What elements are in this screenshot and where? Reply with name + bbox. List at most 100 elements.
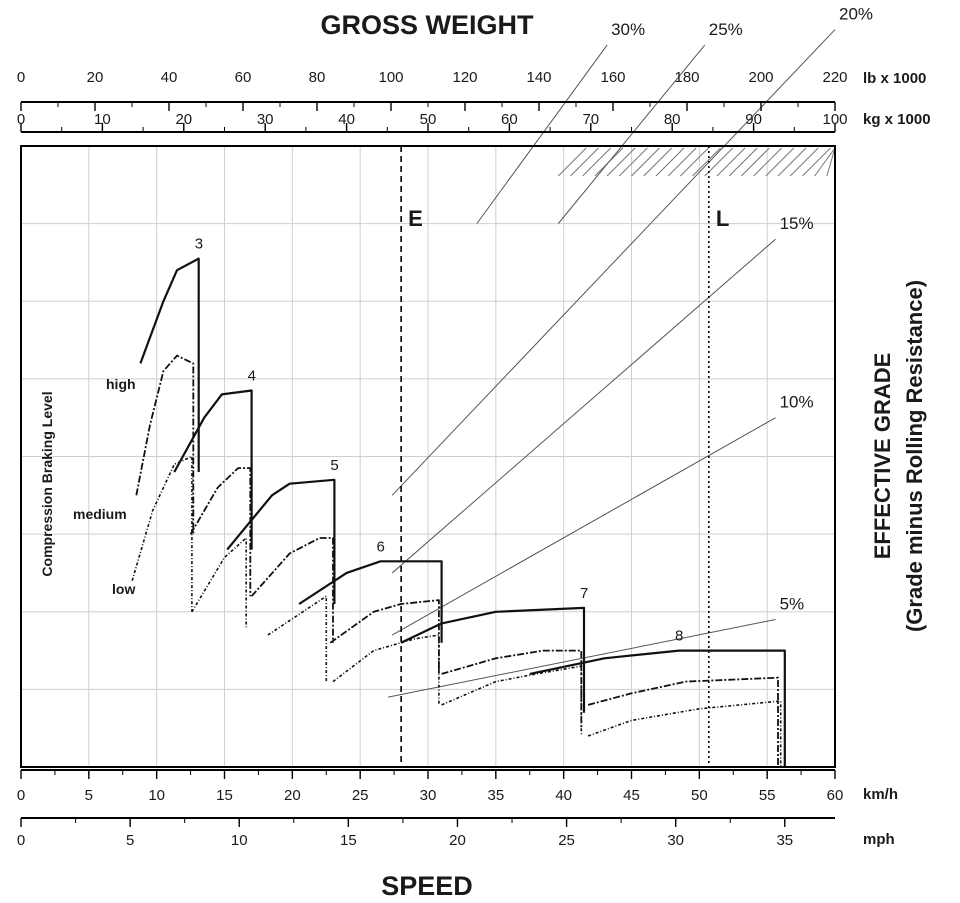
kmh-axis-tick-label: 45 bbox=[623, 787, 640, 804]
hatch-line bbox=[643, 147, 673, 177]
braking-curve-low bbox=[332, 634, 440, 705]
level-label-low: low bbox=[112, 581, 135, 597]
mph-axis-tick-label: 30 bbox=[667, 832, 684, 849]
hatch-line bbox=[606, 147, 636, 177]
kg-unit-label: kg x 1000 bbox=[863, 111, 931, 128]
lb-axis-tick-label: 180 bbox=[674, 69, 699, 86]
kmh-axis-tick-label: 0 bbox=[17, 787, 25, 804]
gear-label: 7 bbox=[580, 585, 588, 602]
gear-label: 5 bbox=[330, 457, 338, 474]
lb-axis-tick-label: 220 bbox=[822, 69, 847, 86]
lb-axis-tick-label: 80 bbox=[309, 69, 326, 86]
reference-label: L bbox=[716, 206, 729, 231]
mph-axis-tick-label: 20 bbox=[449, 832, 466, 849]
gear-label: 8 bbox=[675, 628, 683, 645]
mph-axis-tick-label: 25 bbox=[558, 832, 575, 849]
braking-curve-medium bbox=[441, 649, 583, 729]
lb-axis-tick-label: 20 bbox=[87, 69, 104, 86]
kmh-axis-tick-label: 5 bbox=[85, 787, 93, 804]
braking-curve-medium bbox=[135, 354, 195, 535]
grade-label: 10% bbox=[780, 393, 814, 412]
braking-curve-low bbox=[441, 665, 583, 736]
kg-axis-tick-label: 50 bbox=[420, 111, 437, 128]
kg-axis-tick-label: 100 bbox=[822, 111, 847, 128]
kmh-axis-tick-label: 55 bbox=[759, 787, 776, 804]
hatch-line bbox=[728, 147, 758, 177]
braking-curve-high bbox=[139, 257, 200, 472]
hatch-line bbox=[814, 147, 836, 177]
grade-label: 20% bbox=[839, 5, 873, 24]
grade-label: 5% bbox=[780, 595, 805, 614]
braking-curve-low bbox=[587, 700, 782, 767]
level-label-medium: medium bbox=[73, 506, 127, 522]
lb-unit-label: lb x 1000 bbox=[863, 70, 926, 87]
x-axis-title: SPEED bbox=[381, 871, 473, 901]
hatch-line bbox=[582, 147, 612, 177]
hatch-line bbox=[753, 147, 782, 177]
lb-axis-tick-label: 40 bbox=[161, 69, 178, 86]
hatch-line bbox=[765, 147, 795, 177]
mph-axis-tick-label: 35 bbox=[776, 832, 793, 849]
braking-curve-low bbox=[131, 455, 193, 612]
braking-level-axis-label: Compression Braking Level bbox=[39, 391, 55, 576]
kg-axis-tick-label: 0 bbox=[17, 111, 25, 128]
grade-line bbox=[391, 238, 776, 574]
hatch-line bbox=[789, 147, 819, 177]
hatch-line bbox=[716, 147, 746, 177]
braking-curve-medium bbox=[250, 537, 334, 643]
grade-line bbox=[391, 29, 836, 496]
braking-curve-low bbox=[191, 537, 247, 628]
hatch-line bbox=[667, 147, 697, 177]
kg-axis-tick-label: 60 bbox=[501, 111, 518, 128]
lb-axis-tick-label: 200 bbox=[748, 69, 773, 86]
hatch-line bbox=[826, 147, 836, 177]
grade-lines: 30% 25% 20% 15% 10% 5% bbox=[388, 5, 873, 698]
gear-label: 6 bbox=[377, 538, 385, 555]
hatch-line bbox=[618, 147, 648, 177]
grade-label: 30% bbox=[611, 20, 645, 39]
hatch-line bbox=[777, 147, 807, 177]
kmh-axis-tick-label: 30 bbox=[420, 787, 437, 804]
mph-axis-tick-label: 5 bbox=[126, 832, 134, 849]
kmh-axis-tick-label: 60 bbox=[827, 787, 844, 804]
lb-axis-tick-label: 0 bbox=[17, 69, 25, 86]
grade-line bbox=[557, 44, 706, 224]
kg-axis-tick-label: 70 bbox=[582, 111, 599, 128]
gear-label: 3 bbox=[195, 236, 203, 253]
lb-axis-tick-label: 100 bbox=[378, 69, 403, 86]
hatch-line bbox=[557, 147, 587, 177]
mph-unit-label: mph bbox=[863, 831, 895, 848]
kg-axis-tick-label: 30 bbox=[257, 111, 274, 128]
plot-frame bbox=[20, 145, 836, 768]
grade-label: 15% bbox=[780, 214, 814, 233]
braking-curve-high bbox=[173, 389, 253, 550]
braking-curve-high bbox=[529, 649, 786, 767]
kmh-axis-tick-label: 25 bbox=[352, 787, 369, 804]
mph-axis-tick-label: 15 bbox=[340, 832, 357, 849]
kg-axis-tick-label: 40 bbox=[338, 111, 355, 128]
gear-label: 4 bbox=[248, 368, 256, 385]
reference-label: E bbox=[408, 206, 423, 231]
grade-line bbox=[388, 619, 776, 698]
hatch-line bbox=[802, 147, 831, 177]
lb-axis-tick-label: 140 bbox=[526, 69, 551, 86]
grade-line bbox=[391, 417, 776, 636]
braking-curve-medium bbox=[587, 676, 779, 767]
braking-curve-high bbox=[298, 560, 443, 643]
y-axis-subtitle: (Grade minus Rolling Resistance) bbox=[902, 280, 927, 632]
kmh-axis-tick-label: 10 bbox=[148, 787, 165, 804]
chart-title: GROSS WEIGHT bbox=[320, 10, 534, 40]
kmh-axis-tick-label: 50 bbox=[691, 787, 708, 804]
kmh-axis-tick-label: 20 bbox=[284, 787, 301, 804]
kg-axis-tick-label: 90 bbox=[745, 111, 762, 128]
hatch-line bbox=[692, 147, 721, 177]
lb-axis-tick-label: 160 bbox=[600, 69, 625, 86]
mph-axis-tick-label: 10 bbox=[231, 832, 248, 849]
kg-axis-tick-label: 10 bbox=[94, 111, 111, 128]
braking-curve-high bbox=[400, 606, 586, 713]
kg-axis-tick-label: 80 bbox=[664, 111, 681, 128]
mph-axis-tick-label: 0 bbox=[17, 832, 25, 849]
grid bbox=[21, 146, 835, 767]
hatch-line bbox=[679, 147, 709, 177]
